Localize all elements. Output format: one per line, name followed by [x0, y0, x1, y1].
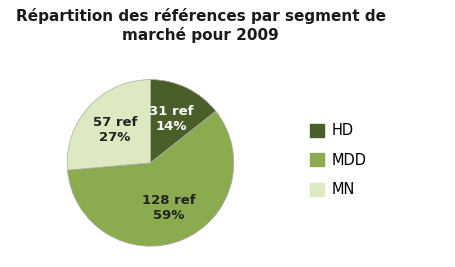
Text: 31 ref
14%: 31 ref 14%: [149, 105, 193, 134]
Legend: HD, MDD, MN: HD, MDD, MN: [303, 117, 371, 203]
Wedge shape: [67, 111, 233, 246]
Text: Répartition des références par segment de
marché pour 2009: Répartition des références par segment d…: [15, 8, 385, 43]
Text: 57 ref
27%: 57 ref 27%: [92, 116, 137, 144]
Text: 128 ref
59%: 128 ref 59%: [141, 194, 195, 222]
Wedge shape: [67, 80, 150, 170]
Wedge shape: [150, 80, 215, 163]
